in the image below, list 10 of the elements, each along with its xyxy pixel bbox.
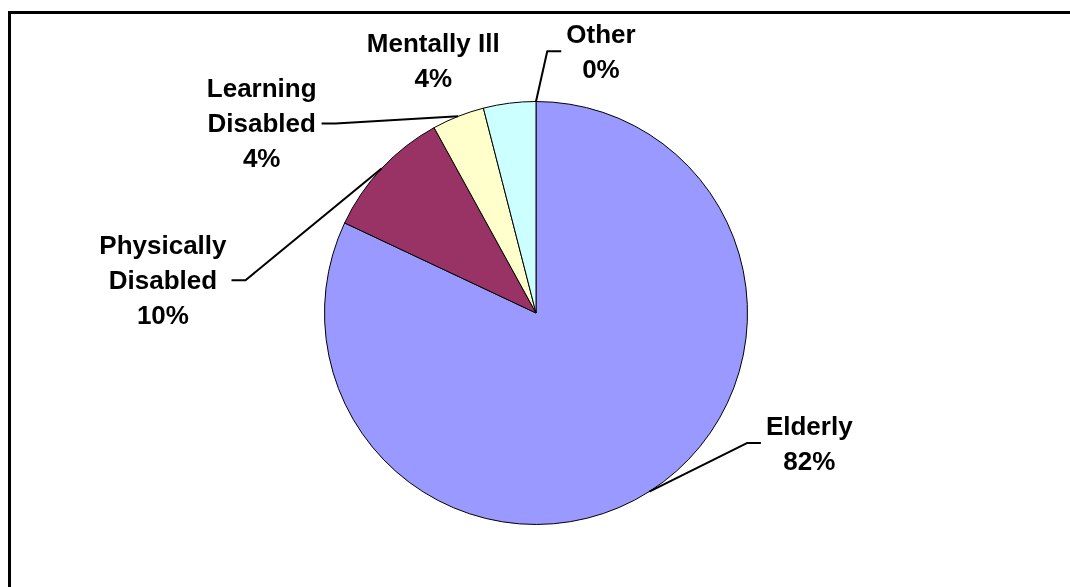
slice-label: Mentally Ill — [366, 27, 500, 58]
data-label: 4% — [242, 143, 281, 174]
text: 0% — [582, 53, 620, 84]
slice-label: Learning Disabled — [206, 73, 317, 139]
data-label: 82% — [783, 445, 836, 476]
data-label: 10% — [136, 300, 189, 331]
slice-label: Elderly — [765, 410, 854, 441]
data-label: 4% — [414, 62, 452, 93]
category-label: Other — [566, 18, 636, 49]
slice-label: Physically Disabled — [99, 230, 228, 296]
